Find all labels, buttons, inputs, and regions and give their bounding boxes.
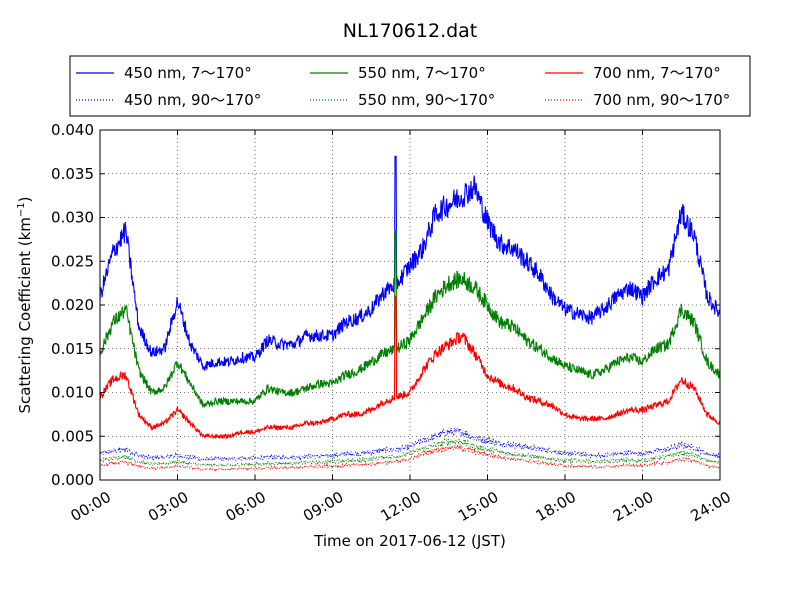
- x-tick-label: 06:00: [223, 488, 269, 525]
- x-tick-label: 09:00: [300, 488, 346, 525]
- y-axis-label: Scattering Coefficient (km−1): [16, 196, 34, 413]
- legend: 450 nm, 7～170° 550 nm, 7～170° 700 nm, 7～17…: [69, 55, 751, 117]
- legend-label-1: 550 nm, 7～170°: [358, 64, 486, 82]
- y-axis-label-superscript: −1: [16, 202, 27, 217]
- legend-label-5: 700 nm, 90～170°: [593, 91, 730, 109]
- legend-label-2: 700 nm, 7～170°: [593, 64, 721, 82]
- x-axis-label: Time on 2017-06-12 (JST): [313, 532, 506, 550]
- legend-label-3: 450 nm, 90～170°: [124, 91, 261, 109]
- chart-title: NL170612.dat: [343, 20, 478, 42]
- y-tick-label: 0.025: [51, 252, 94, 270]
- y-tick-label: 0.035: [51, 165, 94, 183]
- y-axis-label-main: Scattering Coefficient (km: [16, 217, 34, 413]
- y-tick-label: 0.040: [51, 121, 94, 139]
- axis-ticks: [99, 129, 721, 481]
- y-tick-label: 0.015: [51, 340, 94, 358]
- y-axis-label-close: ): [16, 196, 34, 202]
- x-tick-label: 00:00: [68, 488, 114, 525]
- y-tick-label: 0.005: [51, 427, 94, 445]
- y-tick-label: 0.010: [51, 384, 94, 402]
- x-tick-labels: 00:00 03:00 06:00 09:00 12:00 15:00 18:00 21:00…: [68, 488, 734, 525]
- x-tick-label: 03:00: [145, 488, 191, 525]
- x-tick-label: 15:00: [455, 488, 501, 525]
- x-tick-label: 21:00: [610, 488, 656, 525]
- series-line-3: [99, 426, 721, 462]
- series-line-0: [99, 155, 721, 371]
- legend-label-0: 450 nm, 7～170°: [124, 64, 252, 82]
- x-tick-label: 24:00: [688, 488, 734, 525]
- y-tick-label: 0.000: [51, 471, 94, 489]
- series-layer: [99, 155, 721, 472]
- x-tick-label: 18:00: [533, 488, 579, 525]
- legend-box: [69, 55, 751, 117]
- x-tick-label: 12:00: [378, 488, 424, 525]
- legend-label-4: 550 nm, 90～170°: [358, 91, 495, 109]
- series-line-5: [99, 443, 721, 472]
- y-tick-labels: 0.000 0.005 0.010 0.015 0.020 0.025 0.030 0.035…: [51, 121, 94, 489]
- series-line-1: [99, 230, 721, 409]
- y-tick-label: 0.030: [51, 209, 94, 227]
- y-tick-label: 0.020: [51, 296, 94, 314]
- grid-lines: [100, 130, 720, 480]
- series-line-2: [99, 295, 721, 440]
